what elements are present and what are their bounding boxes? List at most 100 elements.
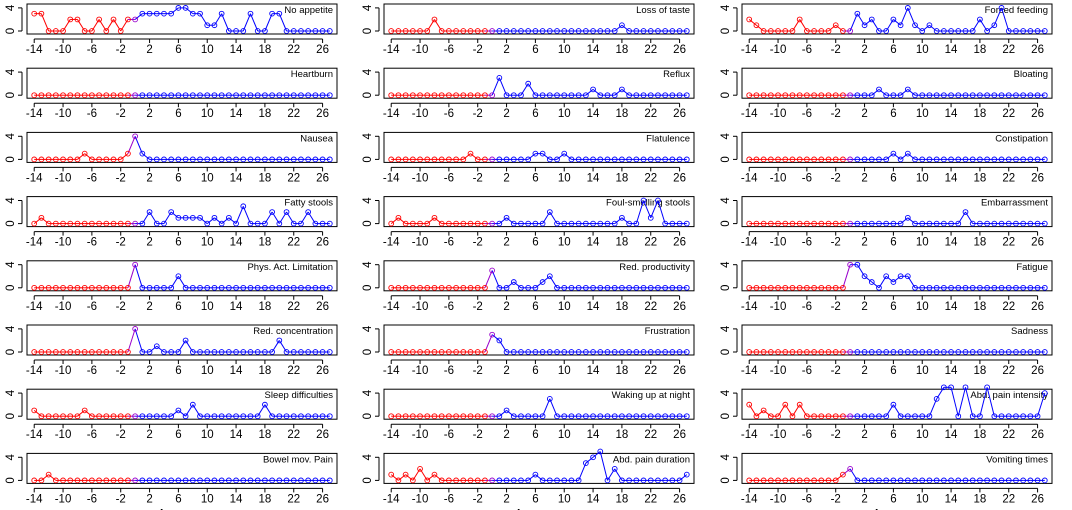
- data-point: [81, 349, 88, 355]
- data-point: [467, 349, 474, 355]
- data-point: [1005, 220, 1012, 227]
- x-tick-label: 18: [259, 237, 272, 249]
- data-point: [767, 28, 774, 34]
- data-point: [431, 471, 438, 478]
- data-point: [890, 150, 897, 157]
- data-point: [590, 28, 596, 34]
- data-point: [218, 349, 225, 355]
- data-point: [388, 156, 395, 163]
- x-tick-label: 2: [503, 493, 509, 505]
- data-point: [933, 156, 940, 163]
- data-point: [676, 220, 683, 227]
- data-point: [153, 156, 160, 163]
- y-tick-label: 4: [720, 453, 732, 460]
- data-point: [626, 220, 632, 227]
- data-point: [539, 220, 546, 227]
- data-point: [60, 92, 66, 99]
- x-tick-label: -10: [770, 44, 787, 56]
- data-point: [626, 349, 632, 355]
- x-tick-label: 14: [230, 493, 243, 505]
- x-tick-label: -14: [383, 108, 400, 120]
- x-tick-label: -6: [444, 365, 454, 377]
- x-tick-label: -14: [383, 493, 400, 505]
- data-point: [60, 413, 66, 420]
- x-tick-label: 2: [146, 429, 152, 441]
- series-segment-post: [170, 211, 179, 219]
- data-point: [269, 477, 275, 484]
- data-point: [904, 214, 911, 221]
- series-segment-post: [585, 89, 594, 96]
- panel-title: Bowel mov. Pain: [263, 454, 333, 465]
- x-tick-label: 10: [558, 301, 571, 313]
- data-point: [211, 156, 218, 163]
- data-point: [31, 220, 38, 227]
- data-point: [125, 16, 131, 23]
- data-point: [868, 413, 875, 420]
- series-segment-post: [142, 153, 150, 160]
- data-point: [840, 349, 846, 355]
- x-tick-label: -6: [444, 172, 454, 184]
- data-point: [753, 349, 760, 355]
- data-point: [89, 413, 95, 420]
- data-point: [89, 284, 95, 291]
- data-point: [81, 220, 88, 227]
- x-tick-label: -14: [383, 301, 400, 313]
- data-point: [955, 156, 962, 163]
- data-point: [926, 477, 933, 484]
- data-point: [583, 92, 589, 99]
- data-point: [262, 477, 268, 484]
- data-point: [789, 156, 796, 163]
- data-point: [554, 220, 560, 227]
- data-point: [532, 220, 539, 227]
- data-point: [1027, 477, 1034, 484]
- data-point: [753, 156, 760, 163]
- data-point: [854, 10, 861, 17]
- data-point: [31, 407, 38, 414]
- series-segment-pre: [462, 153, 471, 160]
- series-segment-post: [235, 206, 244, 224]
- data-point: [933, 396, 940, 402]
- data-point: [81, 92, 88, 99]
- data-point: [919, 477, 926, 484]
- data-point: [854, 477, 861, 484]
- data-point: [604, 349, 611, 355]
- data-point: [832, 220, 839, 227]
- x-tick-label: -14: [26, 365, 43, 377]
- data-point: [518, 477, 524, 484]
- data-point: [619, 22, 625, 29]
- data-point: [503, 349, 510, 355]
- data-point: [496, 220, 503, 227]
- data-point: [226, 284, 232, 291]
- data-point: [804, 156, 810, 163]
- x-tick-label: 2: [146, 108, 152, 120]
- data-point: [546, 209, 553, 215]
- data-point: [955, 28, 962, 34]
- data-point: [789, 28, 796, 34]
- data-point: [655, 156, 661, 163]
- data-point: [189, 92, 196, 99]
- x-tick-label: 10: [201, 172, 214, 184]
- x-tick-label: 26: [316, 365, 329, 377]
- data-point: [74, 92, 81, 99]
- data-point: [561, 150, 568, 157]
- data-point: [254, 92, 261, 99]
- data-point: [825, 92, 832, 99]
- data-point: [619, 413, 625, 420]
- data-point: [424, 413, 431, 420]
- data-point: [290, 92, 297, 99]
- data-point: [597, 448, 604, 455]
- plot-frame: [26, 324, 338, 356]
- data-point: [45, 28, 52, 34]
- data-point: [117, 477, 124, 484]
- data-point: [633, 28, 640, 34]
- data-point: [760, 28, 767, 34]
- data-point: [782, 349, 789, 355]
- series-segment-post: [907, 153, 916, 160]
- data-point: [868, 16, 875, 23]
- data-point: [998, 413, 1005, 420]
- data-point: [60, 156, 66, 163]
- data-point: [402, 28, 409, 34]
- data-point: [474, 477, 481, 484]
